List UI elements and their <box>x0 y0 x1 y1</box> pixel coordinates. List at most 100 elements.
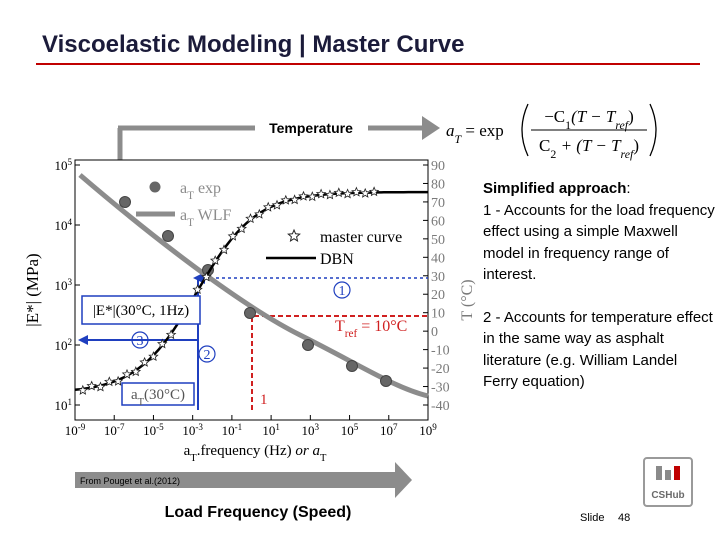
legend-marker <box>149 181 161 193</box>
colon: : <box>626 180 631 197</box>
tick-exp: 1 <box>275 422 280 432</box>
step-number: 2 <box>204 348 211 363</box>
tick-exp: -7 <box>117 422 125 432</box>
master-point <box>368 186 380 197</box>
formula: aT = exp−C1(T − Tref)C2 + (T − Tref) <box>446 103 657 161</box>
source: From Pouget et al.(2012) <box>80 476 180 486</box>
step-number: 3 <box>137 334 144 349</box>
text-part: T <box>187 217 194 229</box>
tick-exp: 4 <box>67 217 72 227</box>
x-tick-label: 103 <box>302 422 320 438</box>
x-tick-label: 109 <box>419 422 437 438</box>
t-axis-label: T (°C) <box>459 279 476 320</box>
approach-heading: Simplified approach <box>483 180 627 197</box>
tick-base: 10 <box>54 338 67 353</box>
text-part: ref <box>621 147 635 161</box>
formula-numerator: −C1(T − Tref) <box>544 107 634 132</box>
tref-label: Tref = 10°C <box>335 318 407 340</box>
text-part: .frequency (Hz) <box>197 443 296 459</box>
master-point <box>218 244 230 255</box>
guide-red <box>251 315 428 410</box>
e-label: |E*|(30°C, 1Hz) <box>93 303 189 319</box>
master-point <box>77 384 89 395</box>
legend-label: DBN <box>320 251 354 268</box>
tick-base: 10 <box>54 398 67 413</box>
master-point <box>236 223 247 234</box>
tick-base: 10 <box>182 423 195 438</box>
tick-exp: 5 <box>354 422 359 432</box>
text-part: DBN <box>320 251 354 268</box>
tick-base: 10 <box>54 278 67 293</box>
red-step: 1 <box>260 392 268 408</box>
master-point <box>104 376 115 387</box>
master-point <box>95 381 106 392</box>
tick-exp: -1 <box>235 422 243 432</box>
text-part: = 10°C <box>357 318 407 335</box>
tick-base: 10 <box>380 423 393 438</box>
y-tick-label: 103 <box>54 277 72 293</box>
step-circle <box>131 331 149 349</box>
tick-exp: 5 <box>67 157 72 167</box>
master-point <box>201 271 212 282</box>
master-point <box>112 375 124 386</box>
t-tick-label: 50 <box>431 233 445 248</box>
master-point <box>245 213 256 224</box>
exp-point <box>302 339 314 351</box>
x-tick-label: 107 <box>380 422 398 438</box>
tick-base: 10 <box>143 423 156 438</box>
text-part: = exp <box>461 121 504 140</box>
label-bg <box>255 119 368 137</box>
tick-exp: -5 <box>156 422 164 432</box>
legend-label: master curve <box>320 229 402 246</box>
text-part: T <box>138 397 145 408</box>
label-box <box>121 382 195 406</box>
tick-exp: 3 <box>315 422 320 432</box>
master-point <box>271 199 283 210</box>
y-axis-label: |E*| (MPa) <box>23 253 42 326</box>
text-part: + (T − T <box>556 136 622 155</box>
formula-denominator: C2 + (T − Tref) <box>539 136 639 161</box>
master-point <box>121 368 133 379</box>
text-part: WLF <box>194 207 232 224</box>
point: 2 - Accounts for temperature effect in t… <box>483 308 713 391</box>
text-part: T <box>335 318 345 335</box>
tick-base: 10 <box>302 423 315 438</box>
master-point <box>298 190 309 201</box>
exp-point <box>380 375 392 387</box>
step-number: 1 <box>339 284 346 299</box>
legend-label: aT exp <box>180 180 221 202</box>
master-point <box>351 186 362 197</box>
tick-exp: 1 <box>67 397 72 407</box>
t-tick-label: 90 <box>431 159 445 174</box>
paren <box>649 103 657 157</box>
t-tick-label: 80 <box>431 177 445 192</box>
tick-exp: -9 <box>78 422 86 432</box>
master-point <box>86 380 97 391</box>
logo-icon <box>674 466 680 480</box>
approach-text: Simplified approach: 1 - Accounts for the… <box>483 178 715 414</box>
logo-icon <box>656 466 662 480</box>
tick-exp: 9 <box>432 422 437 432</box>
x-tick-label: 10-7 <box>104 422 125 438</box>
x-tick-label: 10-5 <box>143 422 164 438</box>
text-part: ref <box>615 118 629 132</box>
master-point <box>333 187 344 198</box>
text-part: (T − T <box>571 107 617 126</box>
t-tick-label: 40 <box>431 251 445 266</box>
tick-base: 10 <box>341 423 354 438</box>
arrow-head <box>422 116 440 140</box>
master-point <box>192 284 203 295</box>
text-part: master curve <box>320 229 402 246</box>
slide-number: 48 <box>618 512 630 524</box>
text-part: ) <box>628 107 634 126</box>
logo-icon <box>665 470 671 480</box>
legend-label: aT WLF <box>180 207 232 229</box>
master-point <box>227 230 239 241</box>
text-part: a <box>184 443 191 459</box>
point: 1 - Accounts for the load frequency effe… <box>483 201 715 284</box>
text-part: a <box>446 121 455 140</box>
master-point <box>209 255 221 266</box>
text-part: a <box>131 387 138 403</box>
